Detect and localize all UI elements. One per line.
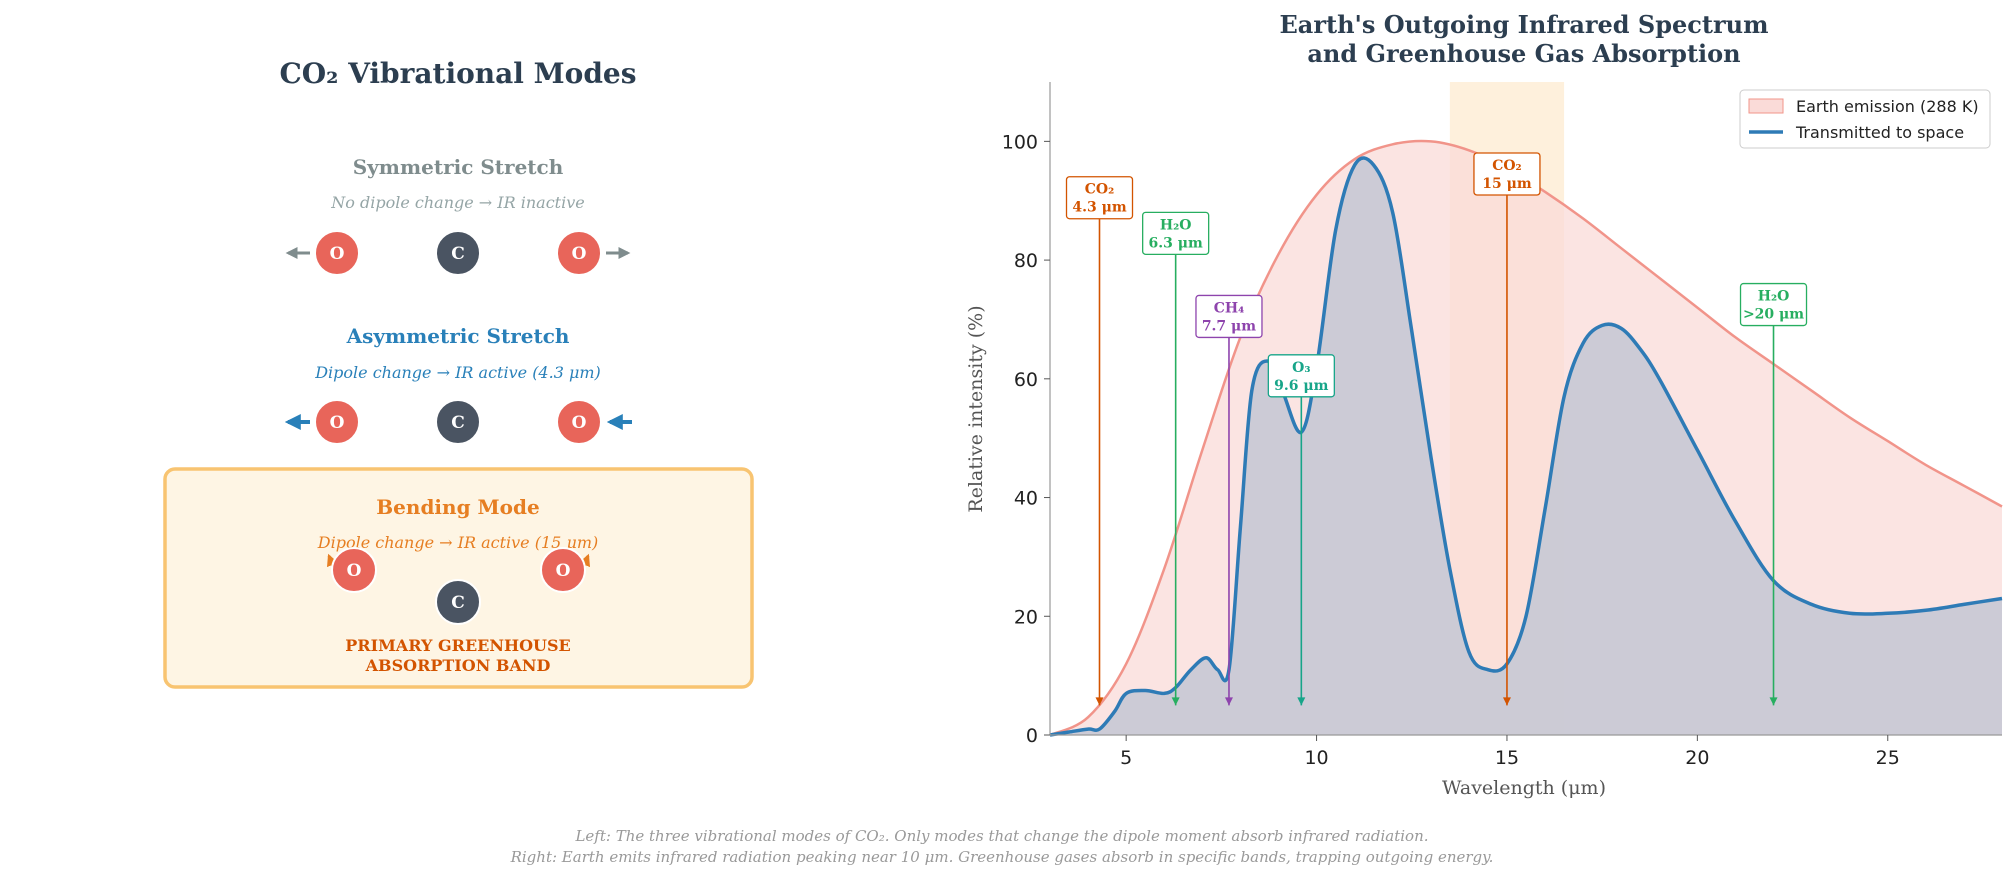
y-tick-label: 20 [1014,606,1038,628]
svg-text:O: O [556,561,571,581]
legend-label-transmitted: Transmitted to space [1795,123,1964,142]
chart-title-line1: Earth's Outgoing Infrared Spectrum [1280,10,1769,39]
bending-mode-highlight-box [163,467,754,689]
y-tick-label: 100 [1002,131,1038,153]
svg-text:C: C [451,413,465,433]
plot-area: 5 10 15 20 25 0 20 40 60 80 100 CO₂ 4.3 μm H₂O 6.3 μm C… [1002,82,2003,769]
annotation-wavelength-label: 7.7 μm [1202,318,1256,334]
annotation-box [1142,211,1210,255]
annotation-wavelength-label: 9.6 μm [1274,378,1328,394]
svg-text:C: C [451,593,465,613]
oxygen-atom: O [556,399,602,445]
svg-text:O: O [572,413,587,433]
annotation-wavelength-label: 4.3 μm [1072,200,1126,216]
oxygen-atom: O [540,547,586,593]
x-axis-label: Wavelength (μm) [1442,777,1606,799]
asymmetric-stretch-title: Asymmetric Stretch [346,324,570,348]
caption-line1: Left: The three vibrational modes of CO₂… [575,827,1429,845]
oxygen-atom: O [556,230,602,276]
svg-text:O: O [330,413,345,433]
svg-text:O: O [572,244,587,264]
asymmetric-stretch-desc: Dipole change → IR active (4.3 μm) [314,363,601,382]
annotation-arrowhead-icon [1095,697,1104,706]
y-tick-label: 60 [1014,369,1038,391]
symmetric-stretch-mode: Symmetric Stretch No dipole change → IR … [285,155,631,276]
asymmetric-stretch-mode: Asymmetric Stretch Dipole change → IR ac… [284,324,632,445]
svg-text:C: C [451,244,465,264]
x-tick-label: 15 [1495,747,1519,769]
carbon-atom: C [435,399,481,445]
annotation-wavelength-label: >20 μm [1743,307,1804,323]
symmetric-stretch-desc: No dipole change → IR inactive [330,193,584,212]
annotation-arrowhead-icon [1171,697,1180,706]
annotation-box [1473,152,1541,196]
annotation-gas-label: CO₂ [1492,158,1521,174]
annotation-wavelength-label: 6.3 μm [1149,235,1203,251]
svg-text:O: O [347,561,362,581]
y-tick-label: 40 [1014,488,1038,510]
annotation-arrowhead-icon [1769,697,1778,706]
annotation-gas-label: H₂O [1758,289,1790,305]
y-tick-label: 0 [1026,725,1038,747]
x-tick-label: 5 [1120,747,1132,769]
symmetric-stretch-title: Symmetric Stretch [353,155,564,179]
y-axis-label: Relative intensity (%) [965,305,987,512]
bending-mode-desc: Dipole change → IR active (15 μm) [317,533,598,552]
x-tick-label: 20 [1685,747,1709,769]
annotation-gas-label: CO₂ [1085,182,1114,198]
annotation-arrowhead-icon [1297,697,1306,706]
svg-text:O: O [330,244,345,264]
x-tick-label: 10 [1304,747,1328,769]
ir-spectrum-chart: Earth's Outgoing Infrared Spectrum and G… [965,10,2003,799]
annotation-arrowhead-icon [1502,697,1511,706]
annotation-box [1739,282,1808,327]
annotation-wavelength-label: 15 μm [1482,176,1532,192]
y-tick-label: 80 [1014,250,1038,272]
annotation-gas-label: O₃ [1292,360,1310,376]
annotation-gas-label: CH₄ [1214,300,1245,316]
greenhouse-band-note-line2: ABSORPTION BAND [365,656,551,675]
annotation-box [1065,176,1134,220]
bending-mode: Bending Mode Dipole change → IR active (… [163,467,754,689]
transmitted-area-fill [1050,158,2002,735]
oxygen-atom: O [314,399,360,445]
x-tick-label: 25 [1876,747,1900,769]
carbon-atom: C [435,230,481,276]
legend-label-emission: Earth emission (288 K) [1796,97,1979,116]
legend: Earth emission (288 K) Transmitted to sp… [1739,89,1991,149]
annotation-box [1195,294,1263,339]
annotation-arrowhead-icon [1224,697,1233,706]
carbon-atom: C [435,579,481,625]
bending-mode-title: Bending Mode [376,495,539,519]
oxygen-atom: O [314,230,360,276]
annotation-box [1267,354,1335,398]
annotation-gas-label: H₂O [1160,217,1192,233]
chart-title-line2: and Greenhouse Gas Absorption [1307,39,1740,68]
left-panel-title: CO₂ Vibrational Modes [280,57,637,90]
legend-swatch-emission [1748,98,1784,114]
caption-line2: Right: Earth emits infrared radiation pe… [510,848,1494,866]
co2-modes-panel: CO₂ Vibrational Modes Symmetric Stretch … [163,57,754,689]
greenhouse-band-note-line1: PRIMARY GREENHOUSE [345,636,570,655]
oxygen-atom: O [331,547,377,593]
